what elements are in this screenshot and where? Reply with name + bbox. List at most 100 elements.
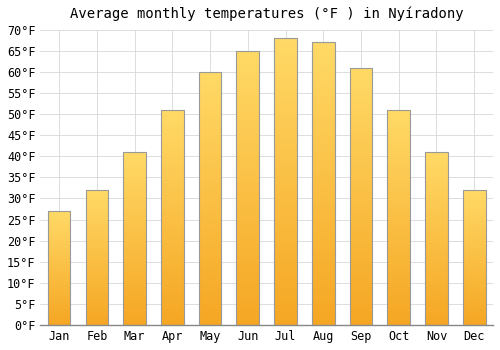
Bar (199, 82, 222, 84)
Bar (350, 153, 372, 155)
Bar (312, 272, 334, 274)
Bar (199, 112, 222, 115)
Bar (199, 254, 222, 257)
Bar (350, 204, 372, 207)
Bar (48, 225, 70, 226)
Bar (161, 185, 184, 187)
Bar (274, 256, 297, 259)
Bar (86, 295, 108, 297)
Bar (425, 301, 448, 303)
Bar (425, 284, 448, 285)
Bar (388, 202, 410, 204)
Bar (274, 92, 297, 96)
Bar (48, 215, 70, 216)
Bar (124, 192, 146, 194)
Bar (312, 240, 334, 243)
Bar (350, 68, 372, 325)
Bar (124, 292, 146, 294)
Bar (161, 314, 184, 317)
Bar (48, 256, 70, 257)
Bar (425, 232, 448, 233)
Bar (350, 191, 372, 194)
Bar (312, 150, 334, 153)
Bar (86, 201, 108, 202)
Bar (124, 259, 146, 261)
Bar (425, 270, 448, 272)
Bar (86, 317, 108, 318)
Bar (124, 225, 146, 226)
Bar (463, 279, 485, 281)
Bar (350, 73, 372, 75)
Bar (463, 274, 485, 275)
Bar (86, 240, 108, 241)
Bar (463, 194, 485, 195)
Bar (199, 323, 222, 325)
Bar (236, 117, 259, 119)
Bar (48, 306, 70, 307)
Bar (199, 107, 222, 110)
Bar (312, 266, 334, 268)
Bar (463, 320, 485, 321)
Bar (350, 173, 372, 176)
Bar (124, 213, 146, 214)
Bar (161, 280, 184, 282)
Bar (86, 237, 108, 239)
Bar (161, 293, 184, 295)
Bar (48, 232, 70, 233)
Bar (124, 244, 146, 246)
Bar (350, 284, 372, 287)
Bar (463, 255, 485, 256)
Bar (350, 122, 372, 124)
Bar (274, 202, 297, 204)
Bar (350, 315, 372, 317)
Bar (199, 72, 222, 74)
Bar (48, 313, 70, 314)
Bar (161, 301, 184, 304)
Bar (388, 142, 410, 144)
Bar (350, 93, 372, 96)
Bar (48, 274, 70, 275)
Bar (124, 242, 146, 244)
Bar (161, 131, 184, 133)
Bar (124, 204, 146, 206)
Bar (161, 276, 184, 278)
Bar (86, 251, 108, 252)
Bar (463, 198, 485, 200)
Bar (236, 127, 259, 130)
Bar (312, 74, 334, 76)
Bar (463, 313, 485, 314)
Bar (236, 196, 259, 199)
Bar (236, 86, 259, 89)
Bar (86, 220, 108, 221)
Bar (236, 100, 259, 103)
Bar (124, 235, 146, 237)
Bar (425, 259, 448, 261)
Bar (199, 307, 222, 310)
Bar (86, 214, 108, 216)
Bar (312, 260, 334, 263)
Bar (48, 246, 70, 248)
Bar (463, 316, 485, 317)
Bar (236, 51, 259, 325)
Bar (425, 254, 448, 256)
Bar (86, 260, 108, 262)
Bar (124, 237, 146, 239)
Bar (199, 198, 222, 201)
Bar (199, 201, 222, 204)
Bar (312, 311, 334, 314)
Bar (463, 259, 485, 260)
Bar (48, 280, 70, 281)
Bar (350, 70, 372, 73)
Bar (274, 90, 297, 92)
Bar (199, 277, 222, 280)
Bar (48, 260, 70, 261)
Bar (463, 234, 485, 236)
Bar (274, 75, 297, 78)
Bar (350, 287, 372, 289)
Bar (86, 202, 108, 204)
Bar (236, 67, 259, 70)
Bar (388, 228, 410, 230)
Bar (236, 240, 259, 243)
Bar (199, 188, 222, 191)
Bar (48, 281, 70, 282)
